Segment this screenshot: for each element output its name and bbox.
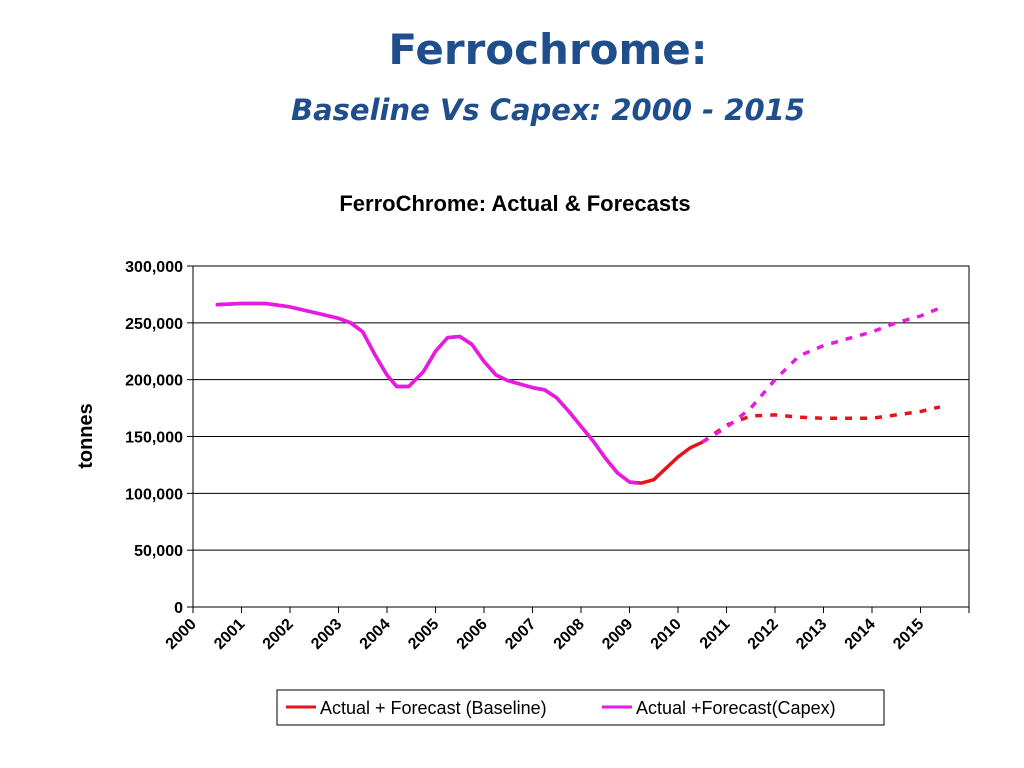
y-tick-label: 100,000 [125,486,183,503]
y-tick-label: 50,000 [134,543,183,560]
y-axis: 0 50,000 100,000 150,000 200,000 250,000 300,0… [125,259,193,617]
x-tick-label: 2005 [405,616,442,653]
x-tick-label: 2004 [357,616,394,653]
x-tick-label: 2007 [502,616,539,653]
x-tick-label: 2009 [599,616,636,653]
x-tick-label: 2006 [454,616,491,653]
x-tick-label: 2003 [308,616,345,653]
x-tick-label: 2012 [745,616,782,653]
y-tick-label: 150,000 [125,430,183,447]
legend-label-capex: Actual +Forecast(Capex) [636,698,836,718]
y-tick-label: 300,000 [125,259,183,276]
legend-box [276,689,885,726]
chart-title: FerroChrome: Actual & Forecasts [339,191,690,216]
series-line-capex-forecast [701,306,941,444]
y-axis-label: tonnes [75,403,97,469]
x-tick-label: 2001 [211,616,248,653]
x-tick-label: 2000 [163,616,200,653]
x-tick-label: 2013 [793,616,830,653]
legend-label-baseline: Actual + Forecast (Baseline) [320,698,547,718]
x-axis: 2000 2001 2002 2003 2004 2005 2006 2007 2008 2009… [163,607,970,653]
x-tick-label: 2014 [842,616,879,653]
x-tick-label: 2015 [890,616,927,653]
y-tick-label: 200,000 [125,373,183,390]
x-tick-label: 2002 [260,616,297,653]
x-tick-label: 2010 [648,616,685,653]
series-line-baseline-forecast [701,405,941,444]
gridlines [193,322,969,551]
y-tick-label: 250,000 [125,316,183,333]
x-tick-label: 2011 [697,616,734,653]
legend: Actual + Forecast (Baseline) Actual +For… [276,689,885,726]
y-tick-label: 0 [174,600,183,617]
series-lines [215,301,941,485]
x-tick-label: 2008 [551,616,588,653]
series-line-baseline-actual [215,301,705,485]
series-line-capex-actual [215,301,639,485]
slide-subtitle: Baseline Vs Capex: 2000 - 2015 [290,93,806,127]
slide-title: Ferrochrome: [388,25,708,74]
